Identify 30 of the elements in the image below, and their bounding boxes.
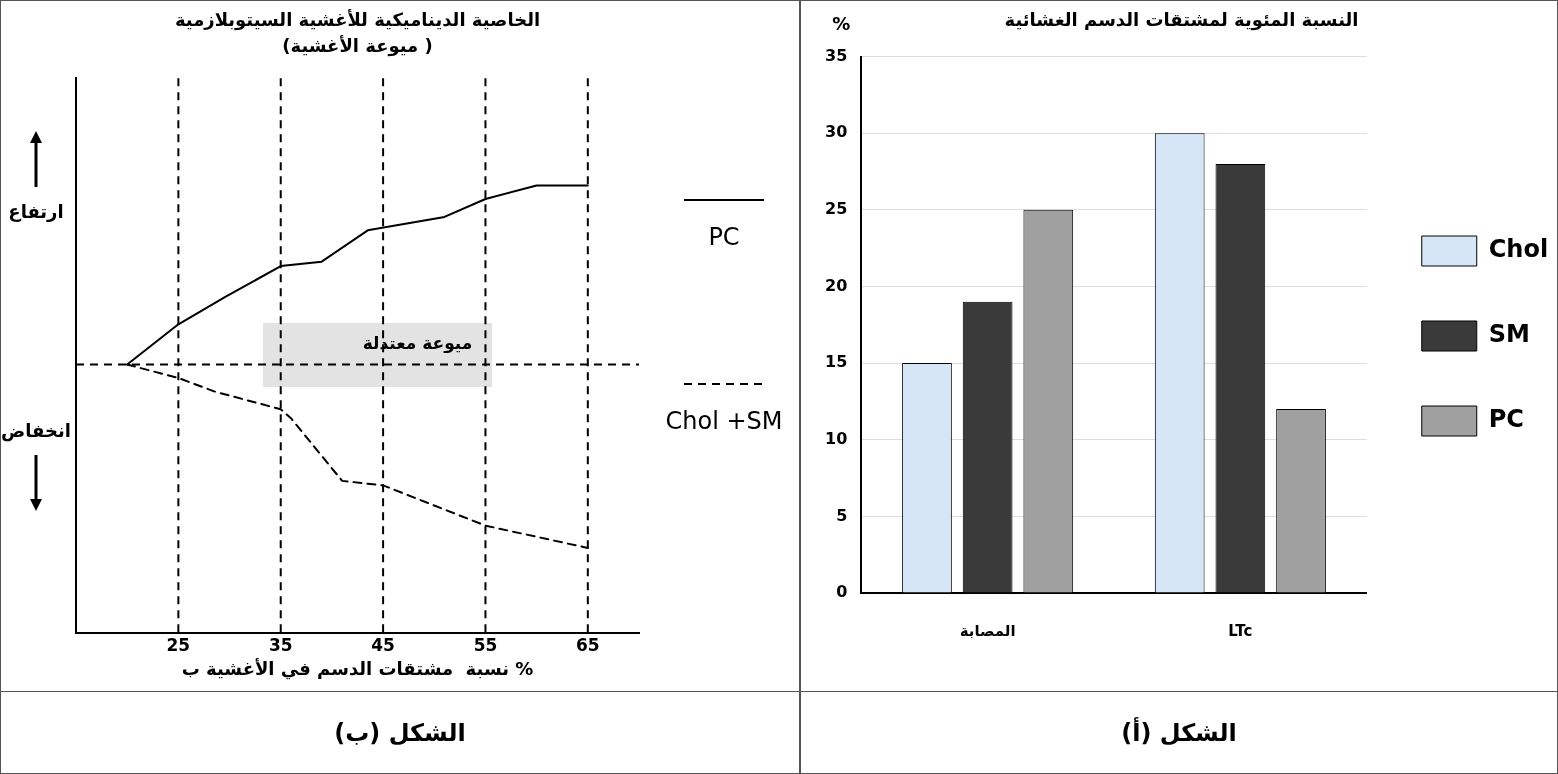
legend-label: Chol bbox=[1488, 235, 1549, 264]
chart-title: الخاصية الديناميكية للأغشية السيتوبلازمية bbox=[174, 9, 541, 32]
y-tick-label: 5 bbox=[836, 505, 848, 525]
legend-label: SM bbox=[1488, 320, 1530, 349]
y-tick-label: 25 bbox=[825, 199, 848, 219]
y-axis-title: % bbox=[832, 13, 851, 35]
legend-label: Chol +SM bbox=[665, 407, 783, 435]
y-tick-label: 15 bbox=[825, 352, 848, 372]
x-tick-label: المصابة bbox=[959, 621, 1016, 640]
y-tick-label: 0 bbox=[836, 582, 848, 602]
y-tick-label: 30 bbox=[825, 122, 848, 142]
legend-label: PC bbox=[1488, 405, 1524, 434]
y-tick-label: 20 bbox=[825, 275, 848, 295]
chart-subtitle: (ميوعة الأغشية ) bbox=[282, 35, 433, 58]
y-tick-label: 35 bbox=[825, 45, 848, 65]
x-tick-label: 25 bbox=[166, 634, 191, 655]
x-tick-label: 35 bbox=[268, 634, 293, 655]
x-axis-title: نسبة مشتقات الدسم في الأغشية ب % bbox=[181, 657, 534, 680]
y-tick-label: 10 bbox=[825, 428, 848, 448]
text: الشكل (ب) bbox=[1, 691, 799, 773]
x-tick-label: LTc bbox=[1228, 621, 1253, 640]
chart-title: النسبة المئوية لمشتقات الدسم الغشائية bbox=[1004, 9, 1359, 32]
x-tick-label: 45 bbox=[371, 634, 395, 655]
text: ارتفاع bbox=[8, 201, 64, 222]
legend-label: PC bbox=[708, 223, 740, 251]
x-tick-label: 65 bbox=[575, 634, 600, 655]
text: انخفاض bbox=[1, 420, 71, 441]
ref-line-label: ميوعة معتدلة bbox=[362, 332, 473, 354]
x-tick-label: 55 bbox=[473, 634, 498, 655]
text: الشكل (أ) bbox=[801, 691, 1557, 773]
